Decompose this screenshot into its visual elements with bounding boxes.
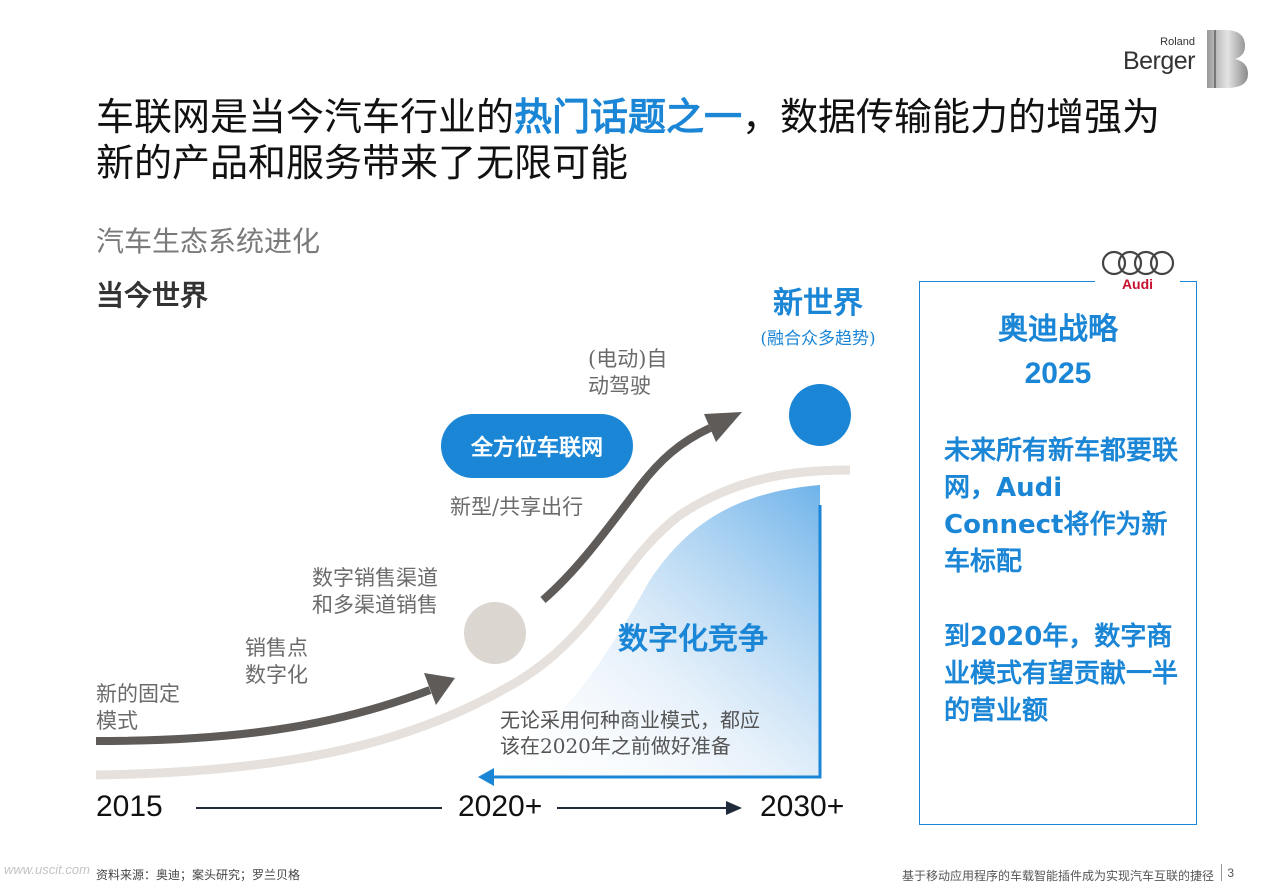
timeline-arrowhead bbox=[726, 801, 742, 815]
logo-line1: Roland bbox=[1160, 36, 1195, 48]
digital-competition-label: 数字化竞争 bbox=[618, 622, 768, 657]
light-curve bbox=[95, 465, 851, 780]
deadline-bracket bbox=[490, 505, 822, 779]
stage-line: 模式 bbox=[96, 709, 138, 733]
stage-line: 和多渠道销售 bbox=[312, 593, 438, 617]
audi-paragraph-1: 未来所有新车都要联网，Audi Connect将作为新车标配 bbox=[944, 436, 1179, 577]
stage-label: (电动)自 动驾驶 bbox=[588, 346, 667, 400]
audi-title-line: 奥迪战略 bbox=[998, 312, 1118, 347]
grey-circle bbox=[464, 602, 526, 664]
audi-paragraph-2: 到2020年，数字商业模式有望贡献一半的营业额 bbox=[944, 622, 1179, 726]
stage-label: 销售点 数字化 bbox=[245, 635, 308, 689]
year-start: 2015 bbox=[96, 790, 163, 823]
audi-rings-icon bbox=[1101, 250, 1175, 276]
stage-line: 销售点 bbox=[245, 636, 308, 660]
prep-note: 无论采用何种商业模式，都应 该在2020年之前做好准备 bbox=[500, 707, 760, 759]
stage-line: 数字化 bbox=[245, 663, 308, 687]
source-note: 资料来源：奥迪；案头研究；罗兰贝格 bbox=[96, 868, 301, 882]
audi-strategy-title: 奥迪战略 2025 bbox=[919, 308, 1197, 396]
logo-b-mark bbox=[1207, 30, 1248, 88]
today-label: 当今世界 bbox=[96, 279, 209, 312]
digital-competition-area bbox=[470, 485, 820, 777]
stage-label: 数字销售渠道 和多渠道销售 bbox=[312, 565, 438, 619]
audi-strategy-box bbox=[919, 281, 1197, 825]
watermark: www.uscit.com bbox=[4, 862, 90, 877]
note-line: 该在2020年之前做好准备 bbox=[500, 734, 731, 758]
stage-label: 新的固定 模式 bbox=[96, 681, 180, 735]
new-world-label: 新世界 (融合众多趋势) bbox=[738, 278, 898, 349]
stage-line: 新型/共享出行 bbox=[450, 495, 584, 519]
year-end: 2030+ bbox=[760, 790, 845, 823]
note-line: 无论采用何种商业模式，都应 bbox=[500, 708, 760, 732]
dark-arrow-1 bbox=[95, 686, 432, 745]
page-title: 车联网是当今汽车行业的热门话题之一，数据传输能力的增强为新的产品和服务带来了无限… bbox=[96, 94, 1196, 186]
title-part2: ，数据传输能力的增强为新的产品和服务带来了无限可能 bbox=[96, 95, 1161, 185]
stage-line: 动驾驶 bbox=[588, 374, 651, 398]
stage-label: 新型/共享出行 bbox=[450, 494, 583, 521]
dark-arrow-2-head bbox=[704, 412, 742, 442]
title-highlight: 热门话题之一 bbox=[514, 94, 743, 139]
stage-line: 数字销售渠道 bbox=[312, 566, 438, 590]
year-mid: 2020+ bbox=[458, 790, 543, 823]
subtitle: 汽车生态系统进化 bbox=[96, 225, 321, 258]
dark-arrow-1-head bbox=[424, 673, 455, 705]
footer-caption: 基于移动应用程序的车载智能插件成为实现汽车互联的捷径 bbox=[901, 869, 1214, 883]
footer-divider bbox=[1221, 864, 1222, 881]
audi-wordmark: Audi bbox=[1121, 276, 1154, 292]
dark-arrow-2 bbox=[540, 424, 712, 604]
connected-car-pill: 全方位车联网 bbox=[441, 414, 633, 478]
audi-title-line: 2025 bbox=[1024, 357, 1092, 390]
title-part1: 车联网是当今汽车行业的 bbox=[96, 95, 515, 139]
deadline-arrowhead bbox=[478, 768, 494, 786]
new-world-title: 新世界 bbox=[773, 286, 863, 321]
stage-line: (电动)自 bbox=[588, 347, 668, 371]
logo-line2: Berger bbox=[1122, 47, 1196, 75]
audi-logo: Audi bbox=[1095, 244, 1180, 300]
roland-berger-logo: Roland Berger bbox=[1122, 28, 1250, 90]
page-number: 3 bbox=[1227, 866, 1234, 880]
stage-line: 新的固定 bbox=[96, 682, 180, 706]
blue-circle bbox=[789, 384, 851, 446]
new-world-note: (融合众多趋势) bbox=[760, 329, 876, 349]
